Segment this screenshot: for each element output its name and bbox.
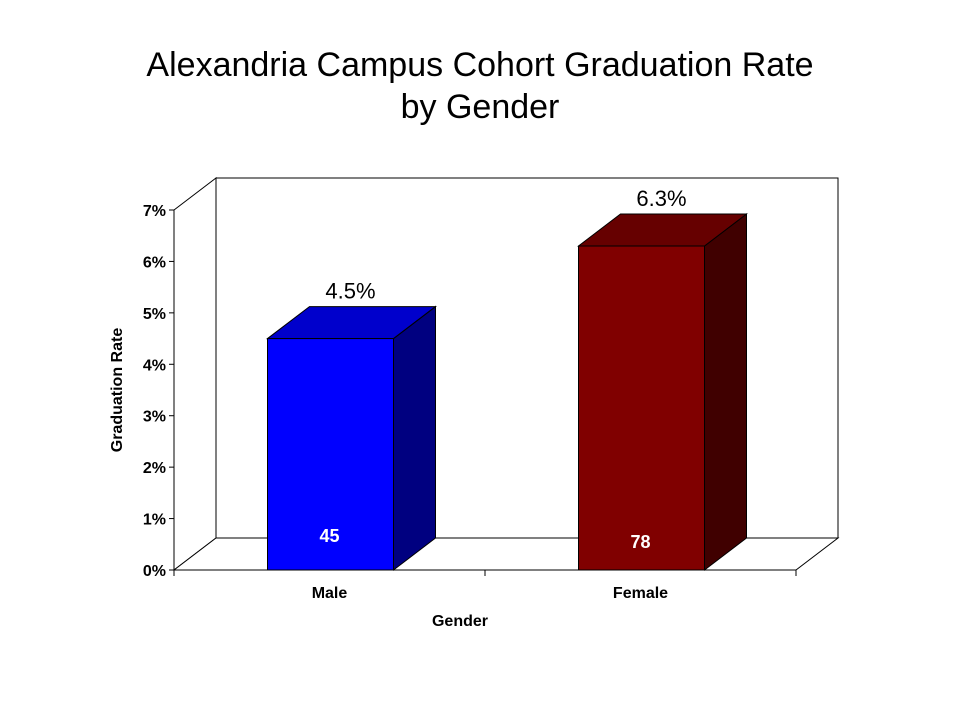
y-tick-label: 5% [143, 306, 166, 323]
bars: 4.5% 45 6.3% 78 [266, 186, 748, 572]
bar-front-face [267, 338, 394, 571]
x-axis-label: Gender [432, 613, 488, 630]
y-tick-label: 4% [143, 357, 166, 374]
bar-front-face [578, 245, 705, 571]
x-category-label: Male [312, 585, 348, 602]
bar-side-face [704, 212, 747, 572]
y-tick-label: 7% [143, 203, 166, 220]
bar-count-label: 45 [319, 526, 339, 546]
y-tick-label: 6% [143, 254, 166, 271]
bar-male: 4.5% 45 [266, 279, 437, 572]
x-category-label: Female [613, 585, 668, 602]
left-wall [173, 176, 217, 572]
chart-title: Alexandria Campus Cohort Graduation Rate… [0, 44, 960, 128]
y-axis-label: Graduation Rate [109, 328, 126, 453]
chart-title-line-2: by Gender [400, 88, 560, 126]
y-tick-label: 0% [143, 563, 166, 580]
y-tick-label: 3% [143, 409, 166, 426]
bar-female: 6.3% 78 [577, 186, 748, 572]
chart-title-line-1: Alexandria Campus Cohort Graduation Rate [146, 46, 814, 84]
bar-value-label: 6.3% [636, 186, 686, 211]
y-axis-ticks: 0% 1% 2% 3% 4% 5% 6% 7% [143, 203, 174, 580]
bar-count-label: 78 [630, 532, 650, 552]
y-tick-label: 2% [143, 460, 166, 477]
x-axis-ticks: Male Female [173, 570, 797, 602]
bar-value-label: 4.5% [325, 279, 375, 304]
bar-side-face [393, 305, 436, 572]
y-tick-label: 1% [143, 512, 166, 529]
